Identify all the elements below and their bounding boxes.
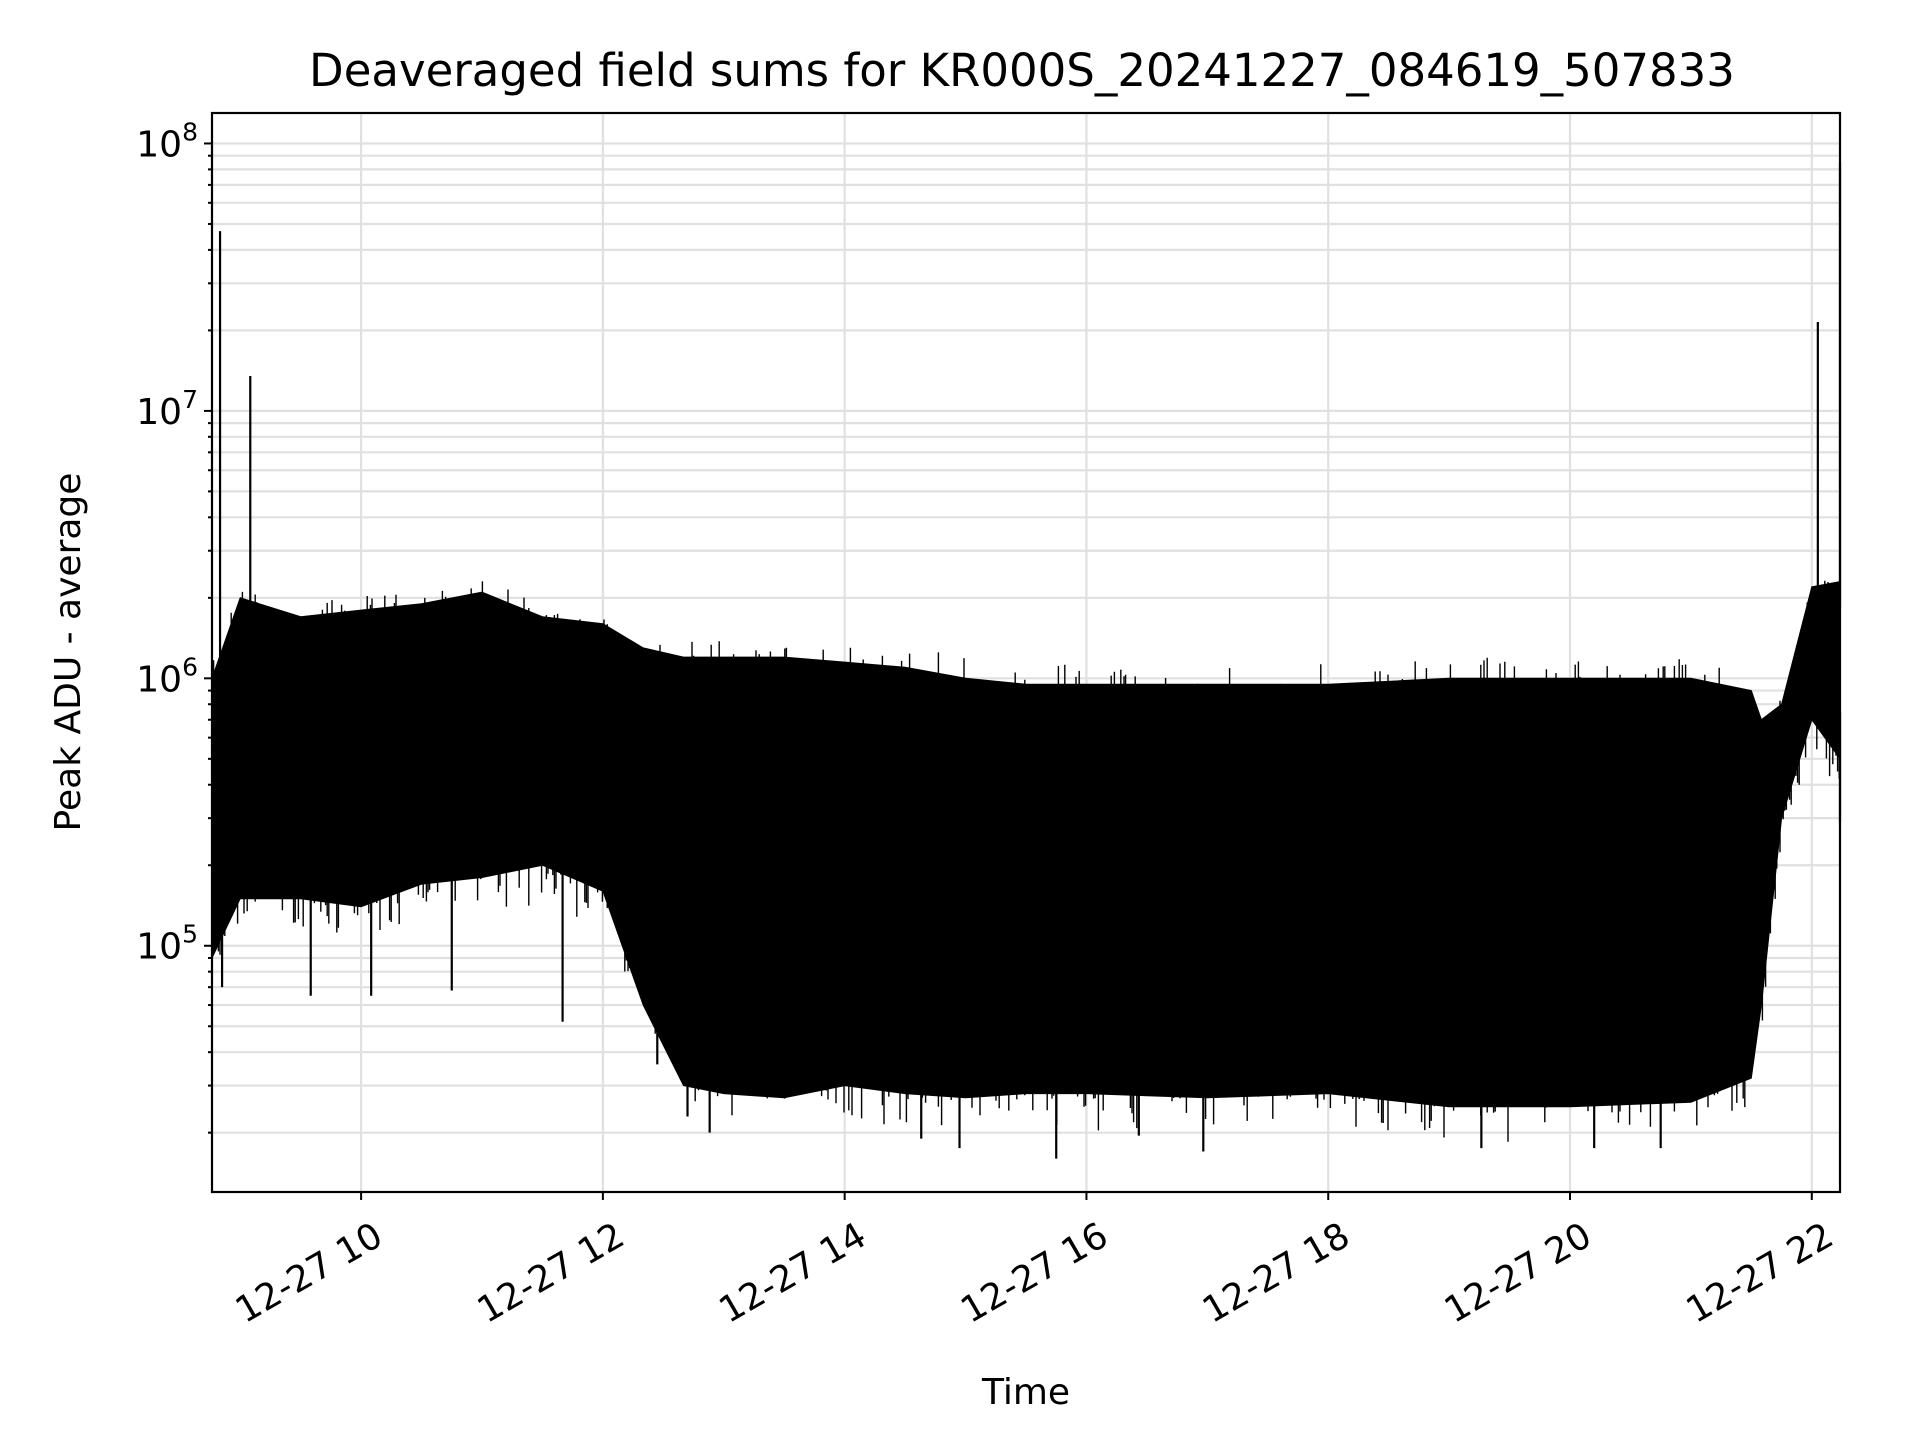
chart-title: Deaveraged field sums for KR000S_2024122… bbox=[309, 44, 1735, 97]
plot-area bbox=[211, 162, 1842, 1159]
x-axis-label: Time bbox=[981, 1372, 1070, 1413]
y-tick-label: 107 bbox=[136, 385, 198, 433]
y-tick-label: 105 bbox=[136, 920, 198, 968]
y-tick-label: 106 bbox=[136, 652, 198, 700]
plot-frame bbox=[210, 111, 1842, 1194]
y-tick-label: 108 bbox=[136, 117, 198, 165]
y-axis-label: Peak ADU - average bbox=[48, 473, 89, 832]
x-axis-ticks bbox=[360, 1192, 1813, 1200]
y-axis-ticks bbox=[204, 142, 212, 1134]
